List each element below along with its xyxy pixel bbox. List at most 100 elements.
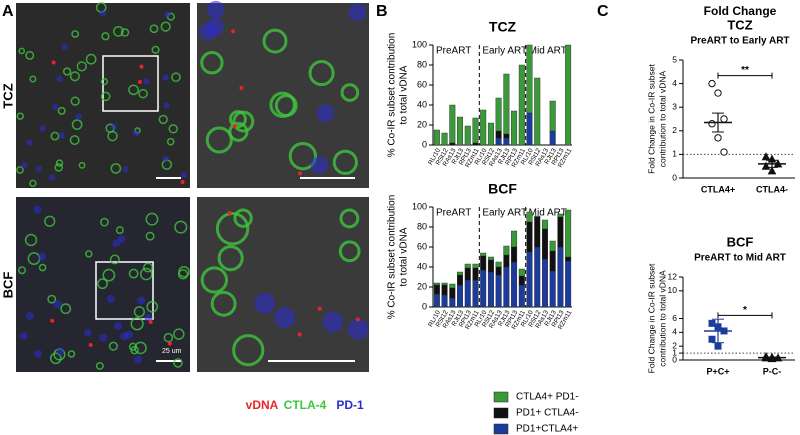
- micrograph-texture: [16, 0, 369, 370]
- bar-segment: [472, 142, 479, 146]
- bar-segment: [557, 213, 564, 218]
- y-tick-label: 20: [417, 281, 427, 291]
- pd1-cell: [137, 296, 146, 305]
- chart-title: BCF: [488, 181, 517, 197]
- vdna-spot: [239, 85, 244, 90]
- bar-segment: [433, 293, 440, 308]
- cell: [163, 332, 174, 343]
- cell: [78, 161, 86, 169]
- cell: [85, 250, 93, 258]
- bar-segment: [503, 266, 510, 308]
- stain-label: vDNA: [246, 398, 279, 412]
- pd1-cell: [348, 3, 367, 22]
- vdna-spot: [137, 79, 142, 84]
- y-tick-label: 40: [417, 99, 427, 109]
- y-axis-label: to total vDNA: [399, 65, 410, 124]
- vdna-spot: [232, 124, 237, 129]
- pd1-cell: [75, 113, 82, 120]
- bar-segment: [534, 215, 541, 218]
- chart-subtitle: PreART to Early ART: [690, 36, 789, 47]
- cell: [110, 163, 122, 174]
- cell: [71, 30, 80, 38]
- panel-label: A: [2, 3, 14, 20]
- pd1-cell: [132, 129, 140, 137]
- chart-title: BCF: [727, 234, 754, 249]
- bar-segment: [557, 246, 564, 308]
- y-axis-label: to total vDNA: [399, 227, 410, 286]
- bar-segment: [541, 258, 548, 308]
- pd1-cell: [33, 205, 42, 214]
- y-axis-label: contribution to total vDNA: [657, 70, 667, 167]
- cell: [128, 268, 139, 279]
- bar-segment: [518, 275, 525, 286]
- cell: [38, 263, 47, 272]
- vdna-spot: [227, 210, 232, 215]
- bar-segment: [511, 230, 518, 248]
- pd1-cell: [99, 333, 108, 342]
- cell: [338, 240, 361, 263]
- cell: [29, 179, 37, 188]
- pd1-cell: [56, 75, 63, 83]
- bar-segment: [518, 284, 525, 308]
- bar-segment: [495, 266, 502, 276]
- y-tick-label: 1: [672, 347, 677, 357]
- cell: [29, 75, 37, 83]
- bar-segment: [565, 260, 572, 308]
- cell: [149, 24, 159, 34]
- bar-segment: [487, 271, 494, 308]
- point: [720, 115, 728, 123]
- cell: [139, 267, 153, 281]
- cell: [168, 124, 178, 134]
- point: [708, 319, 716, 327]
- bar-segment: [534, 77, 541, 146]
- bar-segment: [541, 228, 548, 260]
- bar-segment: [549, 240, 556, 252]
- bar-segment: [565, 44, 572, 146]
- cell: [232, 110, 255, 133]
- cell: [76, 61, 87, 72]
- bar-segment: [526, 211, 533, 223]
- cell: [269, 91, 296, 119]
- cell: [49, 352, 62, 365]
- micrograph: [16, 197, 190, 372]
- bar-segment: [487, 259, 494, 273]
- cell: [145, 212, 159, 226]
- point: [720, 148, 728, 156]
- y-tick-label: 5: [672, 54, 677, 64]
- bar-segment: [449, 142, 456, 146]
- legend-swatch: [493, 391, 509, 403]
- cell: [205, 126, 233, 154]
- cell: [130, 317, 144, 331]
- bar-segment: [464, 267, 471, 281]
- panel-label: C: [597, 3, 609, 20]
- bar-segment: [526, 251, 533, 308]
- y-tick-label: 60: [417, 79, 427, 89]
- cell: [138, 88, 148, 99]
- pd1-cell: [99, 10, 106, 17]
- y-tick-label: 4: [672, 327, 677, 337]
- vdna-spot: [297, 332, 302, 337]
- cell: [47, 294, 57, 304]
- cell: [339, 208, 360, 229]
- bar-segment: [549, 250, 556, 272]
- legend-swatch: [493, 423, 509, 435]
- cell: [151, 45, 160, 54]
- y-tick-label: 6: [672, 313, 677, 323]
- bar-segment: [449, 283, 456, 289]
- y-tick-label: 20: [417, 119, 427, 129]
- bar-segment: [503, 254, 510, 268]
- cell: [101, 32, 110, 41]
- bar-segment: [518, 268, 525, 277]
- bar-segment: [495, 274, 502, 308]
- y-tick-label: 2: [672, 340, 677, 350]
- bar-segment: [457, 116, 464, 146]
- vdna-spot: [167, 341, 172, 346]
- legend-swatch: [493, 407, 509, 419]
- cell: [288, 142, 318, 171]
- x-tick-label: CTLA4-: [756, 184, 788, 194]
- cell: [308, 60, 335, 87]
- legend-label: PD1+ CTLA4-: [516, 408, 579, 419]
- bar-segment: [433, 284, 440, 295]
- bar-segment: [526, 112, 533, 146]
- bar-segment: [464, 279, 471, 308]
